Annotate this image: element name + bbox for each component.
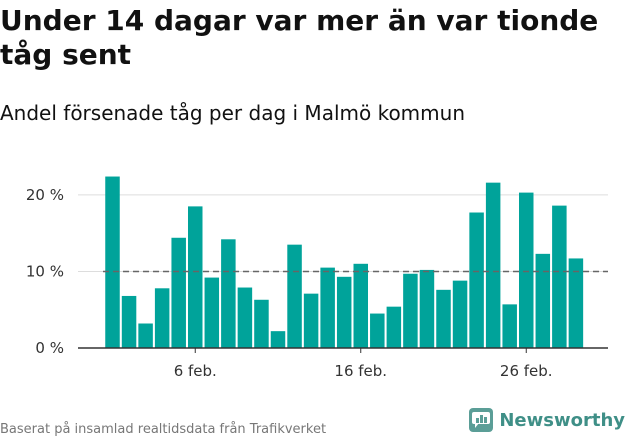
brand-logo: Newsworthy [469,408,625,432]
bar [452,280,468,348]
y-tick-label: 10 % [26,262,64,280]
bar [171,237,186,348]
y-tick-label: 0 % [35,339,64,357]
bar [436,289,451,348]
x-tick-label: 6 feb. [174,362,217,380]
bar [105,176,120,348]
bar [154,288,170,348]
x-tick-label: 16 feb. [334,362,387,380]
chart-bubble-icon [469,408,494,432]
bar [535,253,551,348]
bar [287,244,302,348]
bar [188,206,203,348]
brand-name: Newsworthy [499,409,625,431]
bar [386,306,402,348]
bar [303,293,319,348]
source-note: Baserat på insamlad realtidsdata från Tr… [0,422,327,437]
bar [485,182,501,348]
bar [370,313,385,348]
bar-series [105,176,584,348]
bar [320,267,335,348]
bar [270,331,286,348]
bar [502,304,517,348]
bar [138,323,153,348]
chart-title: Under 14 dagar var mer än var tionde tåg… [0,4,599,71]
y-tick-labels: 0 % 10 % 20 % [26,186,64,357]
bar [336,276,352,348]
bar-chart: 0 % 10 % 20 % 6 feb. 16 feb. 26 feb. [26,176,608,380]
x-tick-label: 26 feb. [500,362,553,380]
bar [519,192,534,348]
bar [254,299,269,348]
bar [568,258,584,348]
bar [469,212,484,348]
bar [419,269,435,348]
bar [403,273,418,348]
bar [221,239,236,348]
bar [237,287,253,348]
y-tick-label: 20 % [26,186,64,204]
chart-subtitle: Andel försenade tåg per dag i Malmö komm… [0,101,465,125]
bar [204,277,220,348]
bar [121,295,137,348]
bar [552,205,567,348]
bar [353,263,368,348]
x-tick-labels: 6 feb. 16 feb. 26 feb. [174,348,553,380]
